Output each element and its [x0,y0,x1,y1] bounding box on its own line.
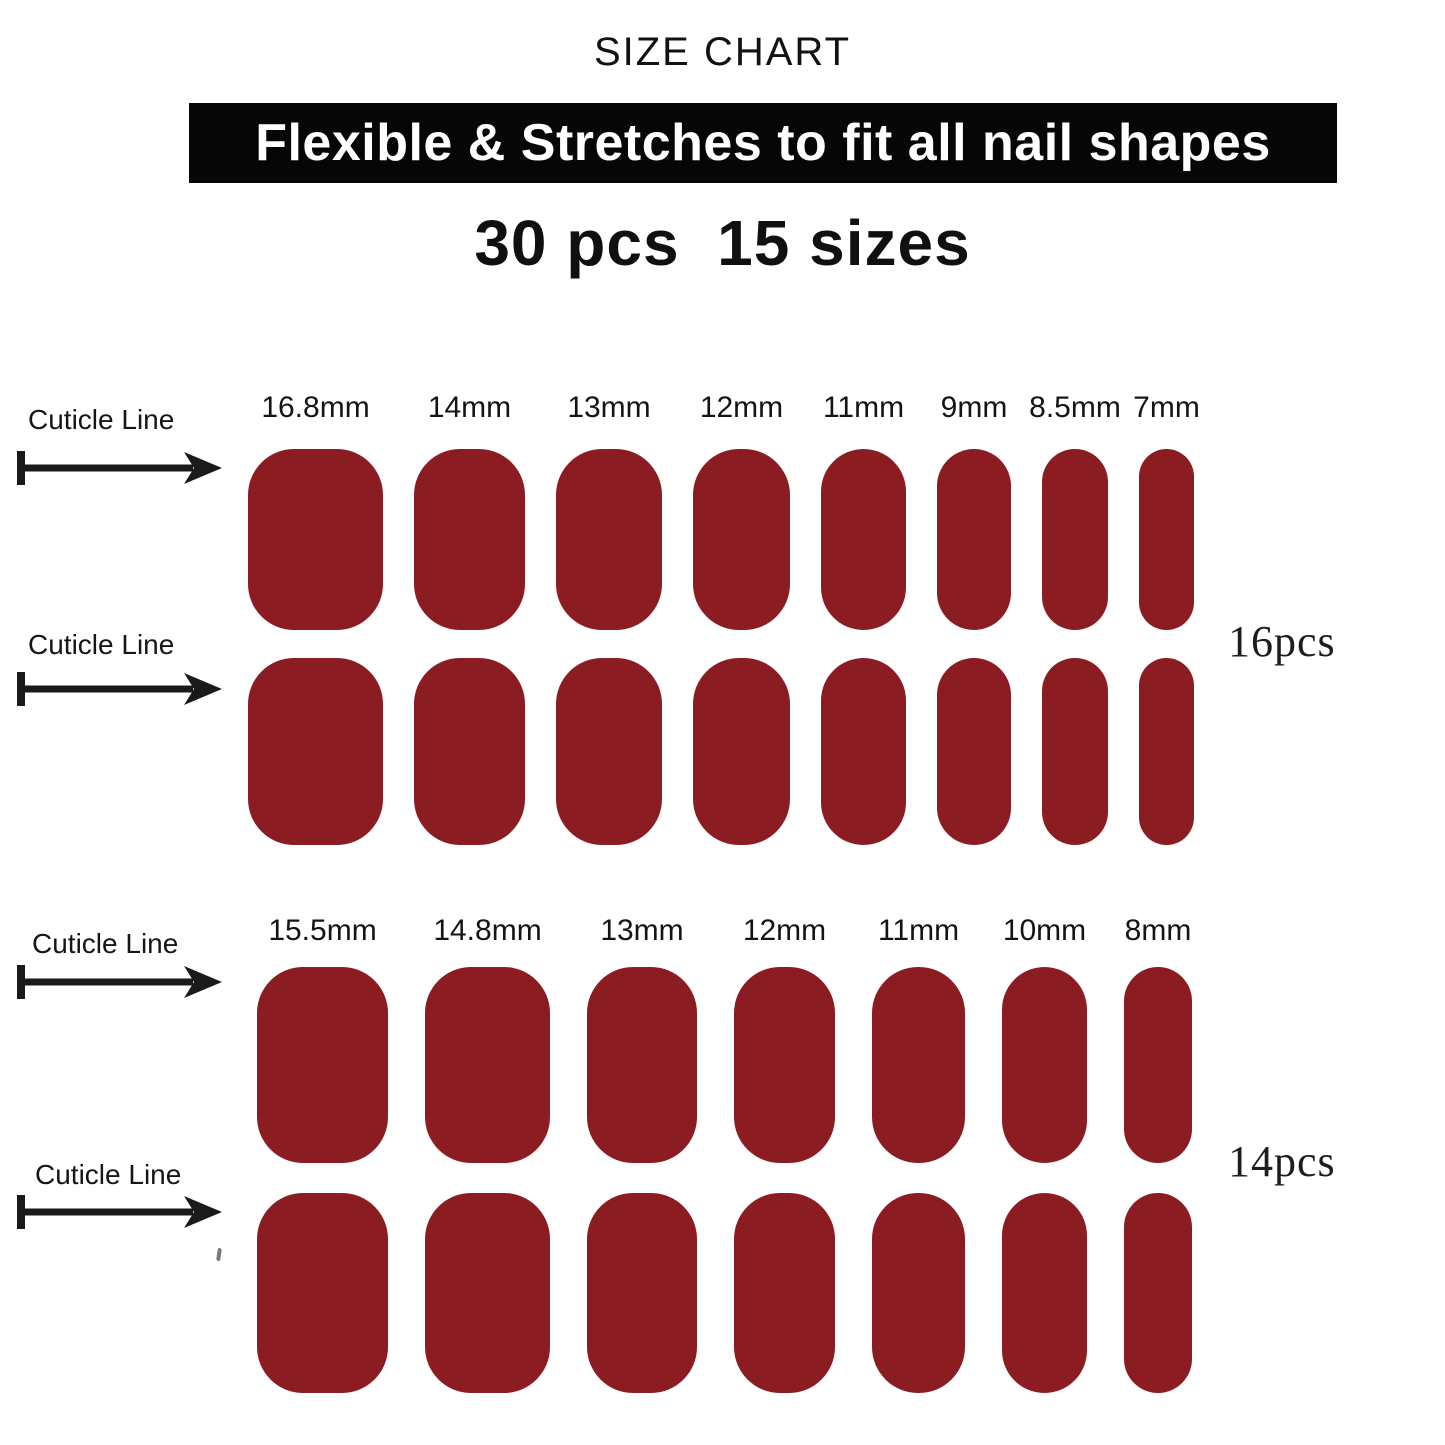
size-label: 15.5mm [268,914,377,947]
nail-shape [872,967,965,1163]
nail-shape [556,449,662,630]
nail-shape [257,1193,388,1393]
cuticle-line-arrow-icon [17,1194,222,1230]
size-label: 8mm [1124,914,1192,947]
nail-shape [1139,449,1194,630]
pieces-count-label: 14pcs [1228,1137,1336,1186]
size-label: 13mm [600,914,684,947]
nail-shape [937,449,1011,630]
nail-shape [734,967,835,1163]
size-label: 14mm [427,391,512,424]
nail-shape [1042,449,1108,630]
nail-shape [1139,658,1194,845]
nail-shape [821,449,906,630]
size-label-row: 15.5mm 14.8mm 13mm 12mm 11mm 10mm 8mm [257,914,1192,948]
nail-shape [1042,658,1108,845]
nail-shape [248,658,383,845]
nail-shape [1124,1193,1192,1393]
size-label: 14.8mm [433,914,542,947]
nail-shape [1002,967,1087,1163]
size-label: 13mm [567,391,651,424]
cuticle-line-label: Cuticle Line [35,1159,182,1190]
nail-shape [821,658,906,845]
nail-shape [693,449,790,630]
nail-row [248,658,1194,845]
pieces-count-label: 16pcs [1228,617,1336,666]
cuticle-line-arrow-icon [17,450,222,486]
size-label-row: 16.8mm 14mm 13mm 12mm 11mm 9mm 8.5mm 7mm [248,391,1200,425]
nail-row [257,967,1192,1163]
nail-shape [425,967,550,1163]
nail-shape [587,1193,697,1393]
nail-shape [556,658,662,845]
size-label: 11mm [822,391,905,424]
nail-shape [587,967,697,1163]
stray-mark [216,1247,222,1262]
cuticle-line-arrow-icon [17,964,222,1000]
nail-shape [425,1193,550,1393]
cuticle-line-label: Cuticle Line [28,629,175,660]
nail-shape [872,1193,965,1393]
subtitle: 30 pcs 15 sizes [474,207,971,279]
nail-shape [734,1193,835,1393]
size-label: 16.8mm [261,391,370,424]
size-label: 7mm [1133,391,1200,424]
nail-shape [248,449,383,630]
nail-shape [1124,967,1192,1163]
nail-shape [693,658,790,845]
size-label: 11mm [877,914,960,947]
nail-shape [414,658,525,845]
size-label: 12mm [742,914,827,947]
nail-shape [414,449,525,630]
size-label: 8.5mm [1029,391,1121,424]
nail-shape [257,967,388,1163]
banner: Flexible & Stretches to fit all nail sha… [189,103,1337,183]
page-title: SIZE CHART [593,30,852,74]
nail-shape [1002,1193,1087,1393]
banner-text: Flexible & Stretches to fit all nail sha… [255,114,1271,172]
nail-row [248,449,1194,630]
size-label: 9mm [940,391,1008,424]
size-label: 12mm [699,391,784,424]
cuticle-line-arrow-icon [17,671,222,707]
nail-shape [937,658,1011,845]
cuticle-line-label: Cuticle Line [28,404,175,435]
cuticle-line-label: Cuticle Line [32,928,179,959]
size-label: 10mm [1002,914,1087,947]
nail-row [257,1193,1192,1393]
